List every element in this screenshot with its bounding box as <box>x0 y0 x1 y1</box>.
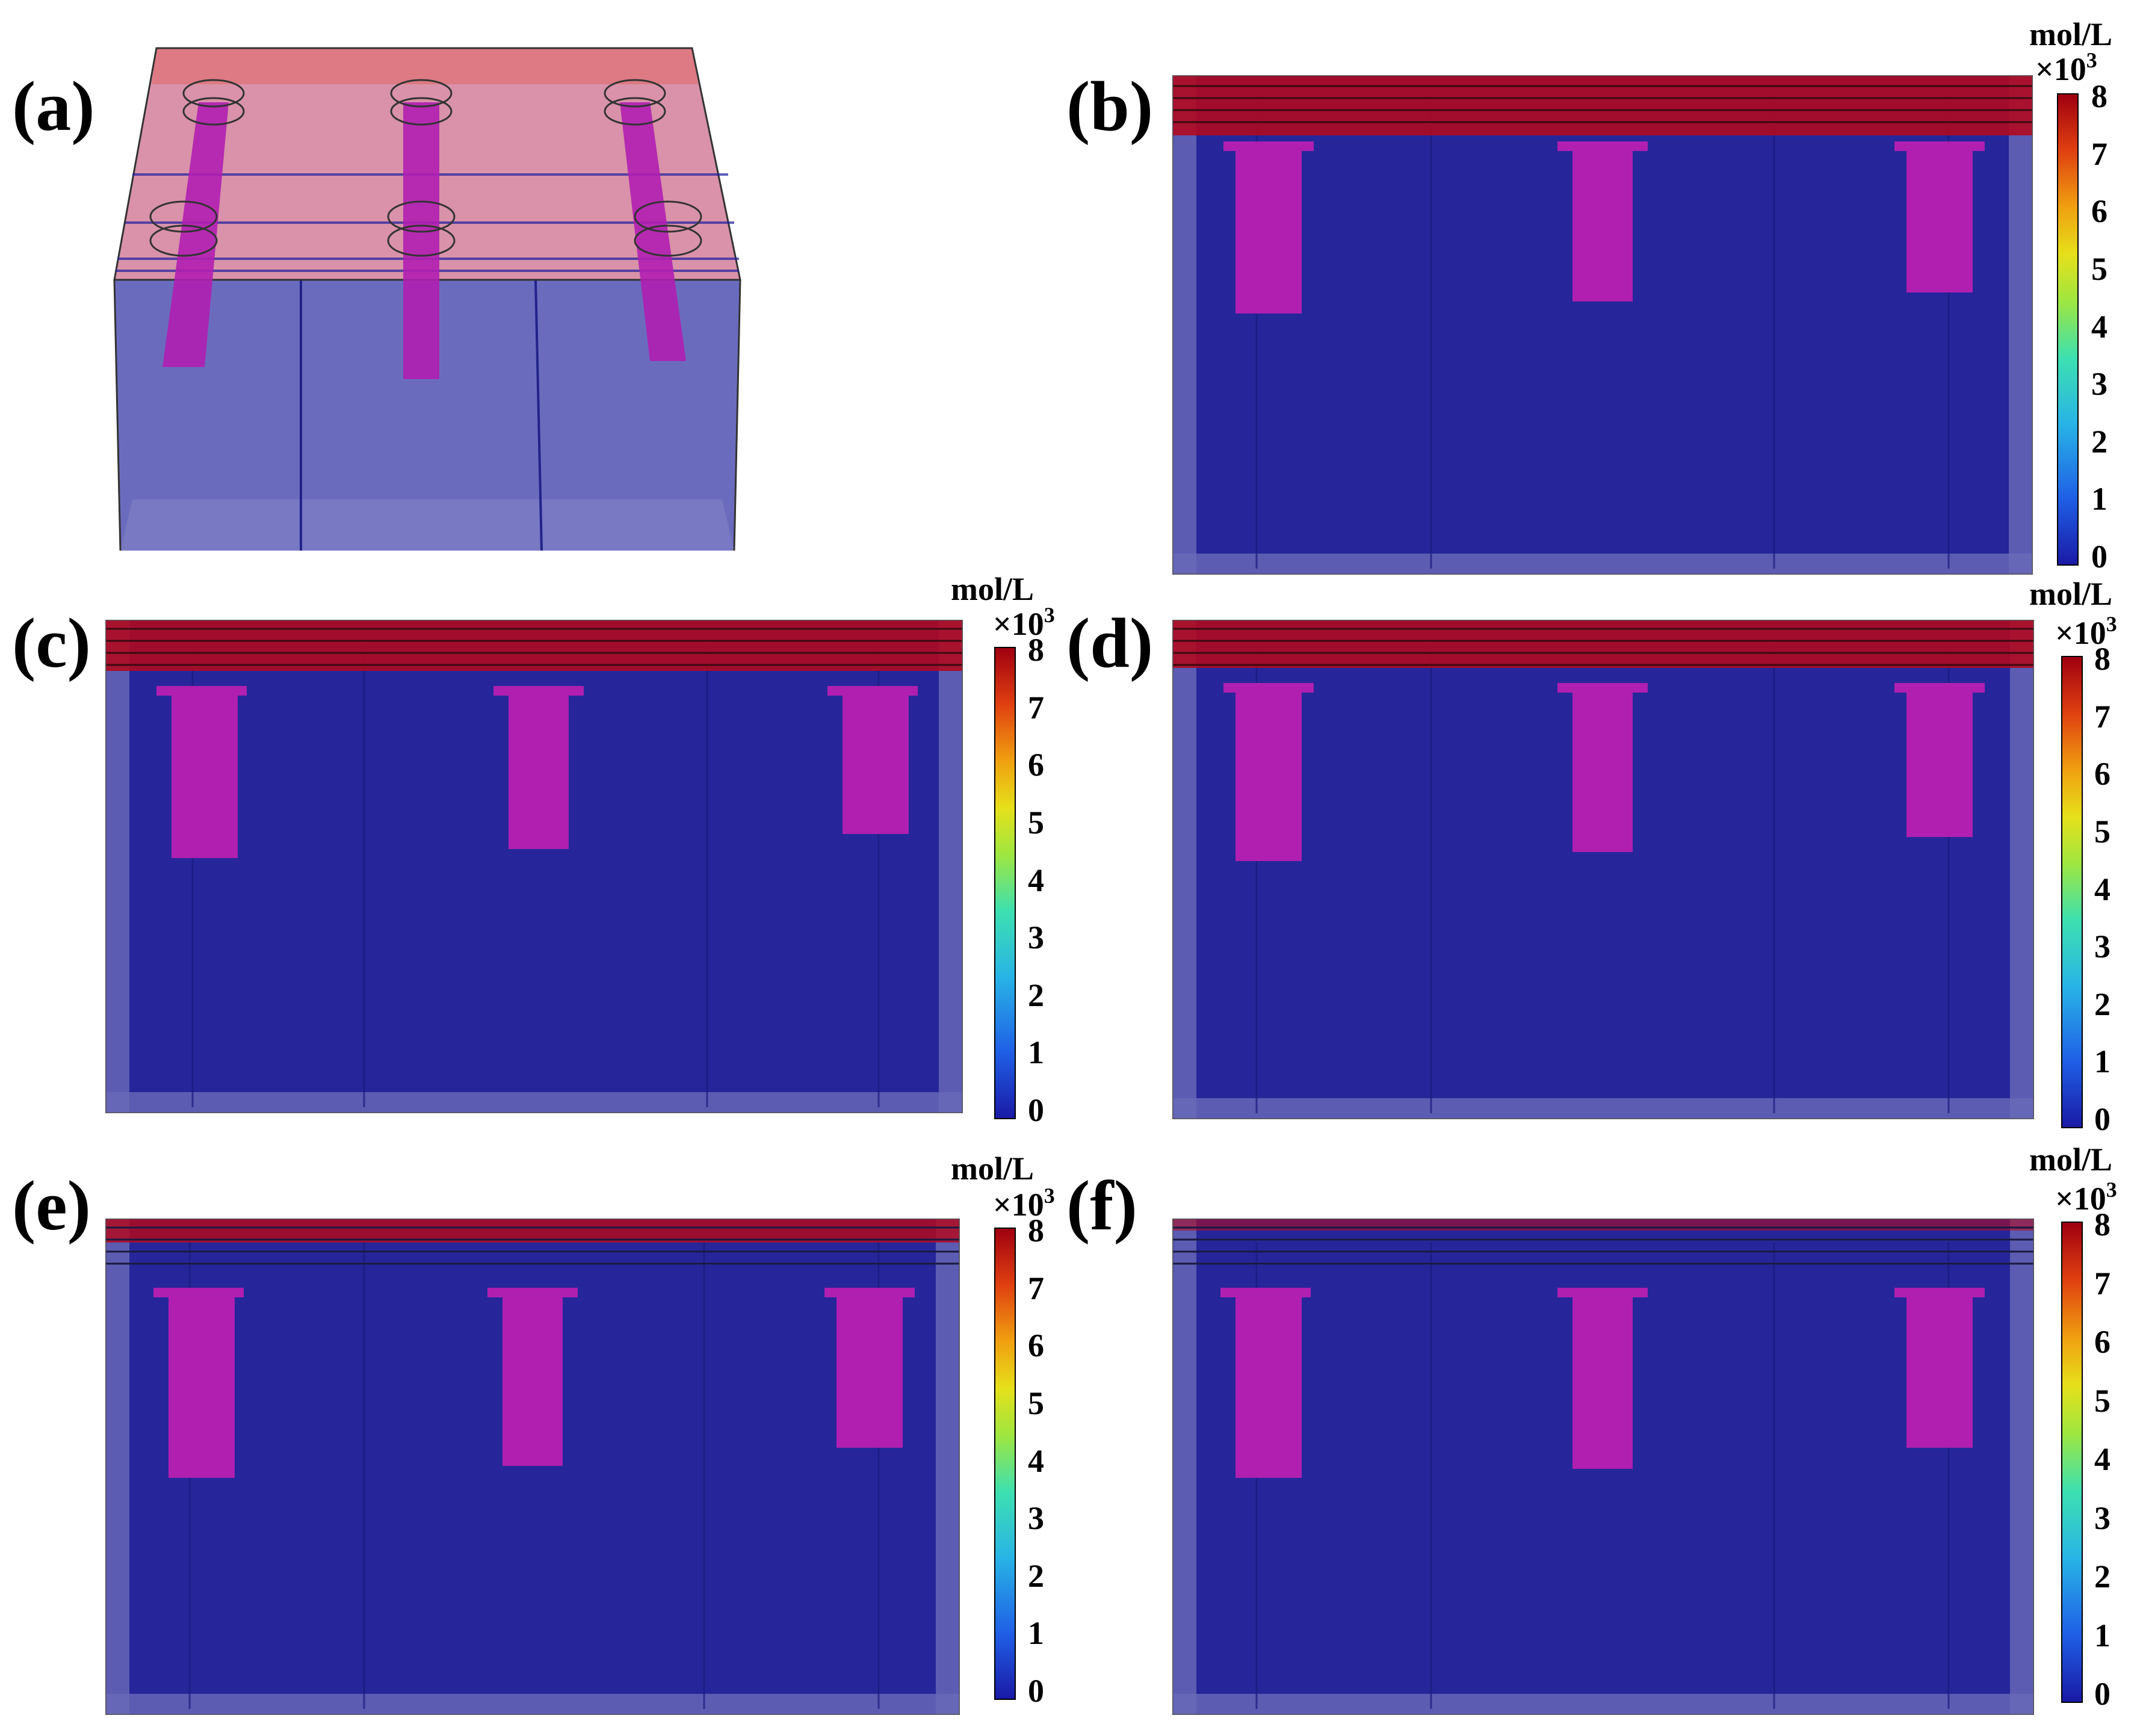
colorbar-tick-label: 2 <box>1028 977 1044 1013</box>
panel-label-a: (a) <box>12 67 95 146</box>
colorbar-tick-label: 1 <box>2091 481 2107 517</box>
scene-b <box>1172 75 2033 575</box>
colorbar-tick-label: 8 <box>1028 632 1044 668</box>
colorbar-tick-label: 1 <box>1028 1615 1044 1652</box>
colorbar-unit-c: mol/L <box>951 571 1034 607</box>
colorbar-tick-label: 2 <box>2091 423 2107 460</box>
colorbar-unit-f: mol/L <box>2029 1141 2113 1178</box>
colorbar-tick-label: 0 <box>2094 1676 2110 1712</box>
scene-f <box>1172 1219 2034 1715</box>
colorbar-tick-label: 3 <box>2091 366 2107 403</box>
colorbar-tick-label: 4 <box>2094 871 2110 907</box>
colorbar-tick-label: 6 <box>1028 747 1044 783</box>
colorbar-tick-label: 0 <box>1028 1673 1044 1709</box>
colorbar-unit-d: mol/L <box>2029 576 2113 612</box>
colorbar-tick-label: 6 <box>1028 1327 1044 1364</box>
colorbar-tick-label: 8 <box>2091 78 2107 114</box>
colorbar-multiplier-e: ×103 <box>993 1184 1055 1223</box>
colorbar-tick-label: 6 <box>2094 1324 2110 1360</box>
colorbar-tick-label: 0 <box>2094 1101 2110 1137</box>
colorbar-tick-label: 8 <box>2094 641 2110 677</box>
colorbar-tick-label: 5 <box>2094 813 2110 850</box>
colorbar-tick-label: 4 <box>1028 862 1044 898</box>
scene-d <box>1172 620 2034 1119</box>
colorbar-tick-label: 3 <box>1028 919 1044 956</box>
colorbar-tick-label: 2 <box>2094 1558 2110 1595</box>
colorbar-tick-label: 4 <box>2091 308 2107 345</box>
colorbar-tick-label: 5 <box>2091 250 2107 287</box>
colorbar-tick-label: 6 <box>2094 756 2110 792</box>
colorbar-unit-e: mol/L <box>951 1151 1034 1187</box>
colorbar-tick-label: 5 <box>1028 1385 1044 1421</box>
colorbar-tick-label: 0 <box>1028 1092 1044 1128</box>
panel-label-d: (d) <box>1066 604 1154 682</box>
scene-c <box>105 620 963 1113</box>
colorbar-tick-label: 7 <box>2091 135 2107 172</box>
colorbar-multiplier-c: ×103 <box>993 603 1055 642</box>
colorbar-tick-label: 8 <box>1028 1212 1044 1249</box>
colorbar-b <box>2057 93 2079 566</box>
colorbar-tick-label: 7 <box>2094 1265 2110 1302</box>
scene-e <box>105 1219 960 1715</box>
colorbar-tick-label: 7 <box>2094 698 2110 735</box>
colorbar-tick-label: 1 <box>2094 1043 2110 1080</box>
colorbar-tick-label: 0 <box>2091 539 2107 575</box>
colorbar-tick-label: 3 <box>1028 1500 1044 1537</box>
colorbar-tick-label: 4 <box>2094 1441 2110 1477</box>
colorbar-tick-label: 7 <box>1028 689 1044 726</box>
colorbar-e <box>994 1228 1016 1700</box>
colorbar-tick-label: 4 <box>1028 1442 1044 1479</box>
colorbar-f <box>2061 1222 2083 1703</box>
colorbar-tick-label: 3 <box>2094 1500 2110 1536</box>
panel-label-c: (c) <box>12 604 91 682</box>
colorbar-tick-label: 5 <box>2094 1382 2110 1419</box>
colorbar-tick-label: 1 <box>2094 1617 2110 1654</box>
panel-label-f: (f) <box>1066 1166 1137 1245</box>
colorbar-tick-label: 6 <box>2091 193 2107 230</box>
colorbar-tick-label: 5 <box>1028 804 1044 841</box>
colorbar-multiplier-d: ×103 <box>2055 612 2117 651</box>
colorbar-tick-label: 2 <box>1028 1557 1044 1594</box>
colorbar-tick-label: 1 <box>1028 1034 1044 1071</box>
colorbar-unit-b: mol/L <box>2029 16 2113 52</box>
colorbar-c <box>994 647 1016 1119</box>
colorbar-tick-label: 2 <box>2094 986 2110 1022</box>
panel-label-b: (b) <box>1066 67 1154 146</box>
colorbar-multiplier-f: ×103 <box>2055 1178 2117 1217</box>
panel-label-e: (e) <box>12 1166 91 1245</box>
colorbar-d <box>2061 656 2083 1128</box>
colorbar-multiplier-b: ×103 <box>2035 48 2097 87</box>
colorbar-tick-label: 3 <box>2094 928 2110 965</box>
scene-a <box>108 42 746 554</box>
colorbar-tick-label: 8 <box>2094 1206 2110 1243</box>
colorbar-tick-label: 7 <box>1028 1270 1044 1306</box>
